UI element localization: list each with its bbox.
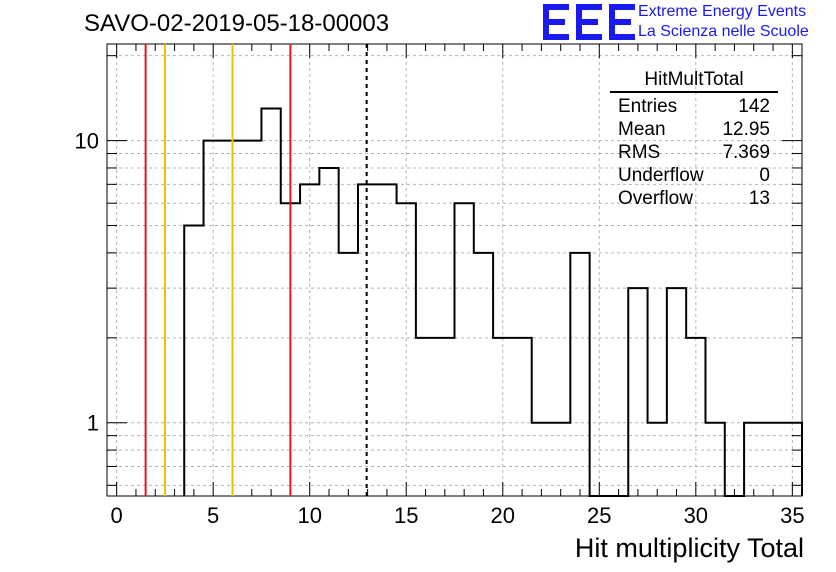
histogram-bin [377, 184, 396, 496]
x-tick-label: 30 [684, 503, 708, 528]
histogram-bin [512, 338, 531, 496]
stats-row-rms: RMS 7.369 [610, 141, 778, 164]
histogram-bin [628, 288, 647, 496]
x-tick-label: 10 [297, 503, 321, 528]
stats-label: Overflow [618, 188, 693, 209]
stats-title: HitMultTotal [610, 70, 778, 93]
eee-logo [543, 4, 635, 40]
stats-label: Entries [618, 96, 678, 117]
histogram-series [183, 107, 803, 497]
histogram-bin [744, 423, 763, 496]
stats-row-underflow: Underflow 0 [610, 164, 778, 187]
y-tick-label: 10 [75, 129, 99, 154]
stats-row-overflow: Overflow 13 [610, 187, 778, 210]
stats-row-mean: Mean 12.95 [610, 118, 778, 141]
x-tick-label: 25 [587, 503, 611, 528]
chart-title: SAVO-02-2019-05-18-00003 [84, 10, 390, 37]
stats-value: 13 [748, 188, 770, 209]
stats-value: 7.369 [722, 142, 770, 163]
stats-value: 12.95 [722, 119, 770, 140]
histogram-bin [474, 253, 493, 496]
histogram-bin [261, 108, 280, 496]
x-axis-title: Hit multiplicity Total [574, 533, 804, 563]
x-tick-label: 0 [111, 503, 123, 528]
stats-value: 0 [759, 165, 770, 186]
x-tick-label: 5 [207, 503, 219, 528]
stats-label: Mean [618, 119, 666, 140]
logo-line1: Extreme Energy Events [638, 3, 807, 20]
stats-label: Underflow [618, 165, 704, 186]
x-tick-label: 20 [491, 503, 515, 528]
histogram-bin [319, 168, 338, 496]
histogram-bin [667, 288, 686, 496]
histogram-bin [242, 141, 261, 496]
stats-row-entries: Entries 142 [610, 95, 778, 118]
logo-text: Extreme Energy Events La Scienza nelle S… [638, 2, 809, 42]
histogram-bin [339, 253, 358, 496]
stats-label: RMS [618, 142, 661, 163]
histogram-bin [570, 253, 589, 496]
stats-box: HitMultTotal Entries 142 Mean 12.95 RMS … [610, 70, 778, 210]
histogram-bin [648, 423, 667, 496]
histogram-bin [455, 203, 474, 496]
x-tick-label: 35 [780, 503, 804, 528]
stats-value: 142 [738, 96, 770, 117]
logo-line2: La Scienza nelle Scuole [638, 23, 809, 40]
histogram-bin [416, 338, 435, 496]
histogram-bin [184, 226, 203, 496]
x-tick-label: 15 [394, 503, 418, 528]
plot-frame [106, 43, 803, 497]
histogram-bin [435, 338, 454, 496]
axis-ticks [107, 44, 802, 496]
y-tick-label: 1 [87, 411, 99, 436]
